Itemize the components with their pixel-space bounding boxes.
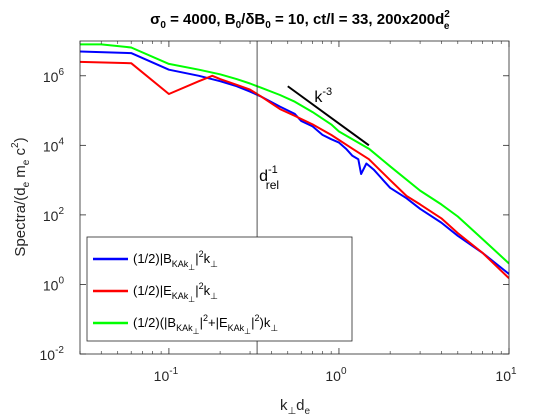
legend-entry-sum: (1/2)(|BKAk⊥|2+|EKAk⊥|2)k⊥ bbox=[133, 313, 278, 336]
series-layer bbox=[80, 43, 509, 280]
series-line-0 bbox=[80, 50, 509, 275]
x-tick-label: 100 bbox=[325, 366, 347, 384]
drel-annotation: d-1 rel bbox=[259, 164, 279, 192]
slope-reference-line bbox=[287, 85, 370, 147]
series-line-1 bbox=[80, 60, 509, 280]
legend-entry-b: (1/2)|BKAk⊥|2k⊥ bbox=[133, 249, 218, 272]
x-tick-label: 10-1 bbox=[154, 366, 179, 384]
y-tick-label: 100 bbox=[43, 275, 65, 293]
y-tick-label: 104 bbox=[43, 136, 65, 154]
y-tick-label: 106 bbox=[43, 67, 65, 85]
y-tick-label: 102 bbox=[43, 206, 65, 224]
legend: (1/2)|BKAk⊥|2k⊥ (1/2)|EKAk⊥|2k⊥ (1/2)(|B… bbox=[86, 236, 353, 342]
slope-annotation: k-3 bbox=[314, 86, 332, 106]
chart-title: σ0 = 4000, B0/δB0 = 10, ct/l = 33, 200x2… bbox=[150, 9, 450, 32]
legend-entry-e: (1/2)|EKAk⊥|2k⊥ bbox=[133, 281, 218, 304]
axes-box bbox=[79, 40, 510, 355]
x-tick-label: 101 bbox=[495, 366, 517, 384]
y-axis-label: Spectra/(de me c2) bbox=[10, 137, 32, 256]
legend-box bbox=[86, 236, 353, 342]
x-axis-label: k⊥de bbox=[280, 397, 311, 417]
ticks-layer: 10-1 100 101 10-2 100 102 104 106 bbox=[40, 41, 517, 384]
series-line-2 bbox=[80, 43, 509, 265]
y-tick-label: 10-2 bbox=[40, 345, 65, 363]
